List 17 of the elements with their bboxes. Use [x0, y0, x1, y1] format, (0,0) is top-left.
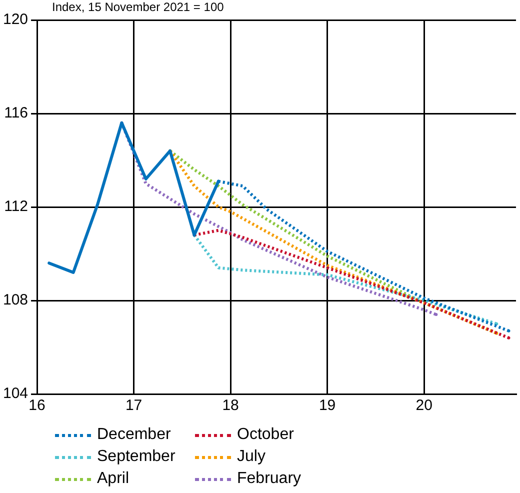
x-tick-label: 16 [28, 397, 46, 414]
y-tick-label: 108 [2, 292, 28, 309]
y-tick-label: 112 [4, 198, 28, 216]
legend-label: December [97, 426, 171, 444]
legend-label: October [237, 426, 294, 444]
x-tick-label: 18 [222, 397, 239, 414]
legend-label: April [97, 470, 130, 488]
chart-subtitle: Index, 15 November 2021 = 100 [52, 0, 224, 14]
x-tick-label: 19 [318, 397, 336, 414]
legend-label: September [97, 448, 176, 466]
legend-label: February [237, 470, 302, 488]
legend-label: July [237, 448, 266, 466]
y-tick-label: 104 [2, 385, 28, 402]
y-tick-label: 120 [2, 11, 28, 28]
x-tick-label: 17 [125, 397, 142, 414]
x-tick-label: 20 [416, 397, 432, 414]
y-tick-label: 116 [4, 104, 28, 122]
